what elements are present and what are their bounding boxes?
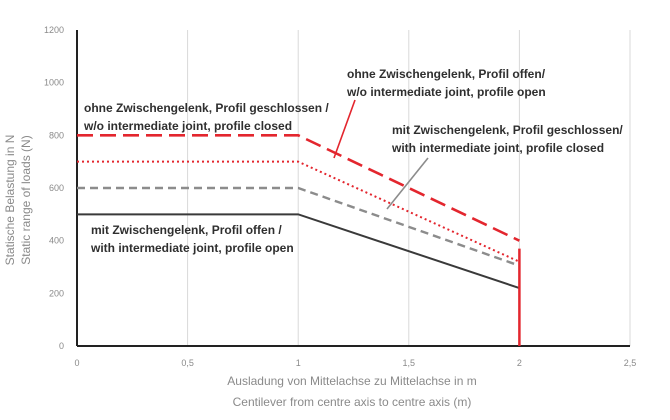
x-axis-title: Centilever from centre axis to centre ax…	[233, 395, 472, 409]
y-axis-title: Static range of loads (N)	[19, 135, 33, 264]
y-tick-label: 0	[59, 341, 64, 351]
annotation-label: mit Zwischengelenk, Profil offen /	[91, 223, 282, 237]
series-line-3	[77, 186, 520, 267]
x-tick-label: 1,5	[403, 358, 416, 368]
y-axis-title: Statische Belastung in N	[3, 135, 17, 266]
annotation-label: with intermediate joint, profile closed	[391, 141, 604, 155]
annotation-label: ohne Zwischengelenk, Profil geschlossen …	[84, 101, 329, 115]
y-tick-label: 1000	[44, 78, 64, 88]
annotation-label: w/o intermediate joint, profile open	[346, 85, 546, 99]
x-tick-label: 1	[296, 358, 301, 368]
y-tick-label: 200	[49, 288, 64, 298]
x-axis-title: Ausladung von Mittelachse zu Mittelachse…	[227, 374, 476, 388]
x-tick-label: 0,5	[181, 358, 194, 368]
annotation-leader	[333, 99, 356, 159]
y-tick-label: 400	[49, 236, 64, 246]
x-tick-label: 2	[517, 358, 522, 368]
series-line-2	[77, 160, 520, 263]
annotation-label: with intermediate joint, profile open	[90, 241, 294, 255]
annotation-label: mit Zwischengelenk, Profil geschlossen/	[392, 123, 623, 137]
y-tick-label: 1200	[44, 25, 64, 35]
y-tick-label: 800	[49, 130, 64, 140]
x-tick-label: 0	[74, 358, 79, 368]
annotation-label: ohne Zwischengelenk, Profil offen/	[347, 67, 546, 81]
annotation-label: w/o intermediate joint, profile closed	[83, 119, 292, 133]
series-line-1	[77, 134, 520, 242]
series-line-4	[77, 213, 520, 290]
x-tick-label: 2,5	[624, 358, 637, 368]
annotation-leader	[386, 157, 429, 210]
y-tick-label: 600	[49, 183, 64, 193]
